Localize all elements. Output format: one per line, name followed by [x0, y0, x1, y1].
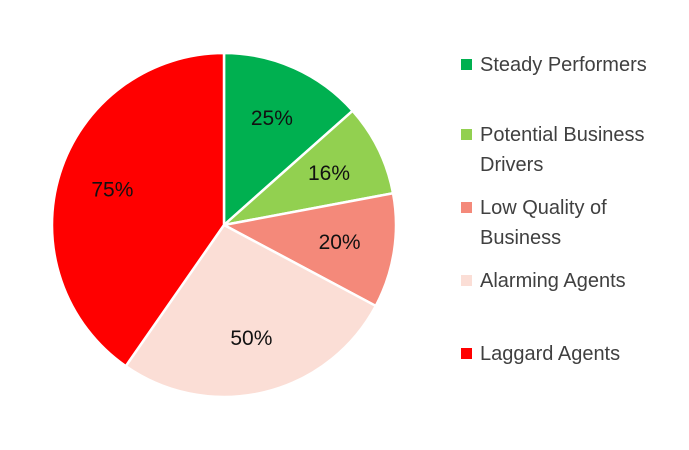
legend-swatch-2 [461, 202, 472, 213]
data-label-2: 20% [319, 231, 361, 254]
pie-slice-3 [124, 223, 378, 399]
legend-label-3: Alarming Agents [480, 270, 626, 292]
legend-label-4: Laggard Agents [480, 343, 620, 365]
legend-label-1: Potential Business [480, 124, 645, 146]
legend-swatch-0 [461, 59, 472, 70]
legend-label-1-line-2: Drivers [480, 154, 543, 176]
legend-label-2: Low Quality of [480, 197, 607, 219]
data-label-3: 50% [230, 327, 272, 350]
pie-slices [50, 51, 398, 399]
pie-slice-1 [222, 109, 395, 227]
pie-slice-0 [222, 51, 354, 227]
legend: Steady Performers Potential Business Drive… [461, 54, 647, 365]
legend-swatch-3 [461, 275, 472, 286]
pie-slice-2 [222, 191, 398, 308]
legend-swatch-1 [461, 129, 472, 140]
legend-swatch-4 [461, 348, 472, 359]
pie-slice-4 [50, 51, 226, 368]
legend-label-2-line-2: Business [480, 227, 561, 249]
data-label-1: 16% [308, 162, 350, 185]
pie-data-labels: 25% 16% 20% 50% 75% [91, 107, 360, 350]
data-label-4: 75% [91, 179, 133, 202]
legend-label-0: Steady Performers [480, 54, 647, 76]
data-label-0: 25% [251, 107, 293, 130]
